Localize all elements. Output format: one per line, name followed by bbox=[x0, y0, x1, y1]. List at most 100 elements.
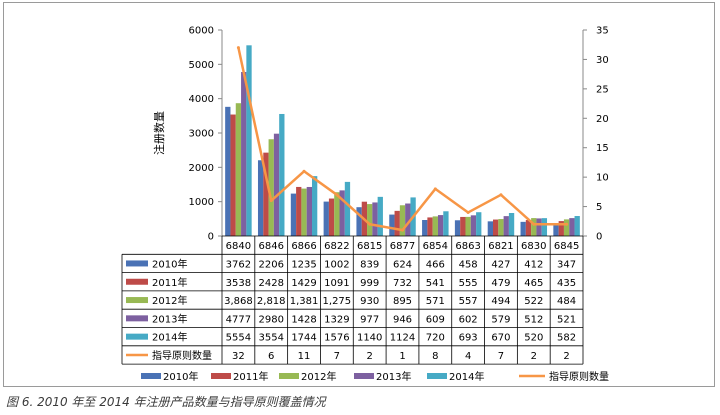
bar bbox=[263, 152, 269, 236]
bar bbox=[339, 190, 345, 236]
y2-tick-label: 30 bbox=[596, 55, 609, 66]
table-row-label: 指导原则数量 bbox=[152, 349, 212, 362]
data-label: 5554 bbox=[226, 333, 251, 344]
bar bbox=[273, 133, 280, 236]
data-label: 7 bbox=[498, 351, 504, 362]
data-label: 512 bbox=[524, 314, 543, 325]
line-point bbox=[236, 46, 240, 50]
data-label: 347 bbox=[557, 259, 576, 270]
data-label: 484 bbox=[557, 296, 576, 307]
bar bbox=[394, 210, 400, 236]
bar bbox=[569, 218, 575, 236]
data-label: 1576 bbox=[324, 333, 349, 344]
bar bbox=[487, 221, 494, 236]
bar bbox=[531, 218, 537, 236]
data-label: 609 bbox=[426, 314, 445, 325]
data-label: 1428 bbox=[291, 314, 316, 325]
y-tick-label: 4000 bbox=[189, 94, 214, 105]
bar bbox=[553, 224, 559, 236]
legend-swatch bbox=[354, 373, 374, 379]
data-label: 839 bbox=[360, 259, 379, 270]
data-label: 32 bbox=[232, 351, 245, 362]
data-label: 520 bbox=[524, 333, 543, 344]
y2-tick-label: 35 bbox=[596, 26, 609, 37]
bar bbox=[525, 220, 532, 236]
data-label: 4777 bbox=[226, 314, 251, 325]
bar bbox=[503, 216, 509, 236]
table-legend-swatch bbox=[126, 333, 148, 340]
line-point bbox=[532, 222, 536, 226]
data-label: 1,275 bbox=[323, 296, 352, 307]
data-label: 579 bbox=[491, 314, 510, 325]
bar bbox=[508, 212, 515, 236]
table-legend-swatch bbox=[126, 260, 148, 267]
data-label: 732 bbox=[393, 278, 412, 289]
bar bbox=[344, 181, 351, 236]
data-label: 557 bbox=[459, 296, 478, 307]
legend-swatch bbox=[279, 373, 299, 379]
bar bbox=[536, 218, 542, 236]
data-label: 624 bbox=[393, 259, 412, 270]
data-label: 7 bbox=[334, 351, 340, 362]
y2-tick-label: 25 bbox=[596, 84, 609, 95]
bar bbox=[476, 212, 482, 236]
bar bbox=[257, 160, 264, 236]
category-label: 6866 bbox=[291, 241, 316, 252]
data-label: 1124 bbox=[390, 333, 415, 344]
bar bbox=[356, 207, 362, 236]
table-legend-swatch bbox=[126, 315, 148, 322]
data-label: 1329 bbox=[324, 314, 349, 325]
legend-label: 2014年 bbox=[449, 370, 484, 383]
line-point bbox=[466, 210, 470, 214]
line-point bbox=[401, 228, 404, 232]
data-label: 521 bbox=[557, 314, 576, 325]
y2-tick-label: 5 bbox=[596, 202, 602, 213]
bar bbox=[334, 192, 340, 236]
bar bbox=[235, 103, 242, 236]
y-tick-label: 0 bbox=[208, 232, 214, 243]
data-label: 946 bbox=[393, 314, 412, 325]
category-label: 6846 bbox=[259, 241, 284, 252]
data-label: 11 bbox=[298, 351, 311, 362]
category-label: 6830 bbox=[521, 241, 546, 252]
line-point bbox=[499, 193, 503, 197]
data-label: 2428 bbox=[259, 278, 284, 289]
data-label: 494 bbox=[491, 296, 510, 307]
bar bbox=[268, 139, 274, 236]
data-label: 1235 bbox=[291, 259, 316, 270]
table-row-label: 2010年 bbox=[152, 257, 187, 270]
y2-tick-label: 15 bbox=[596, 143, 609, 154]
data-label: 427 bbox=[491, 259, 510, 270]
bar bbox=[470, 215, 477, 236]
category-label: 6854 bbox=[423, 241, 448, 252]
data-label: 2206 bbox=[259, 259, 284, 270]
bar bbox=[311, 176, 318, 236]
y-tick-label: 1000 bbox=[189, 197, 214, 208]
bar bbox=[301, 188, 307, 236]
line-point bbox=[335, 193, 339, 197]
bar bbox=[454, 220, 461, 236]
data-label: 8 bbox=[432, 351, 438, 362]
line-point bbox=[302, 169, 306, 173]
legend-label: 指导原则数量 bbox=[549, 370, 609, 383]
bar bbox=[399, 205, 406, 236]
data-label: 895 bbox=[393, 296, 412, 307]
table-legend-swatch bbox=[126, 278, 148, 285]
bar bbox=[372, 202, 378, 236]
bar bbox=[422, 220, 428, 236]
category-label: 6840 bbox=[226, 241, 251, 252]
bar bbox=[465, 216, 471, 236]
bar bbox=[241, 71, 247, 236]
bar bbox=[405, 203, 411, 236]
bar bbox=[498, 219, 504, 236]
bar bbox=[574, 216, 580, 236]
data-label: 3554 bbox=[259, 333, 284, 344]
line-point bbox=[368, 222, 372, 226]
data-label: 3,868 bbox=[224, 296, 253, 307]
legend-swatch bbox=[211, 373, 231, 379]
category-label: 6815 bbox=[357, 241, 382, 252]
data-label: 2 bbox=[531, 351, 537, 362]
y2-tick-label: 20 bbox=[596, 114, 609, 125]
bar bbox=[493, 219, 499, 236]
category-label: 6821 bbox=[488, 241, 513, 252]
